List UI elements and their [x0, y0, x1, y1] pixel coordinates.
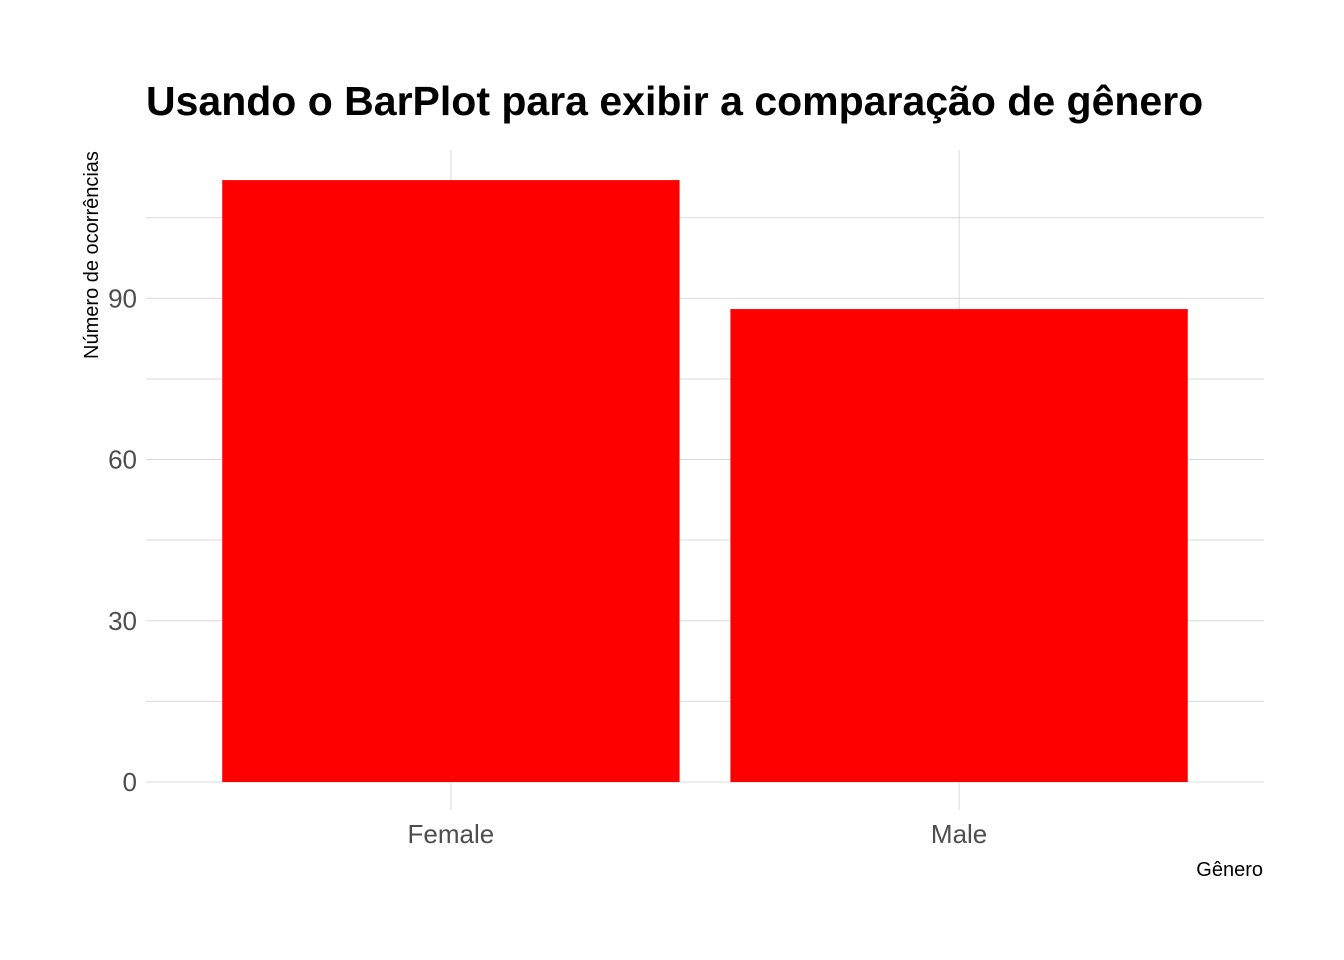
- y-tick-label: 30: [108, 606, 137, 636]
- bar-female: [222, 180, 680, 783]
- y-tick-label: 0: [123, 767, 137, 797]
- y-tick-label: 60: [108, 445, 137, 475]
- x-tick-labels: Female Male: [408, 819, 988, 849]
- bar-male: [730, 309, 1188, 782]
- x-axis-title: Gênero: [1196, 859, 1263, 881]
- chart-title: Usando o BarPlot para exibir a comparaçã…: [146, 78, 1203, 124]
- x-tick-label: Male: [931, 819, 987, 849]
- y-tick-label: 90: [108, 283, 137, 313]
- y-axis-title: Número de ocorrências: [81, 151, 103, 359]
- y-tick-labels: 0 30 60 90: [108, 283, 137, 797]
- x-tick-label: Female: [408, 819, 495, 849]
- bars: [222, 180, 1188, 783]
